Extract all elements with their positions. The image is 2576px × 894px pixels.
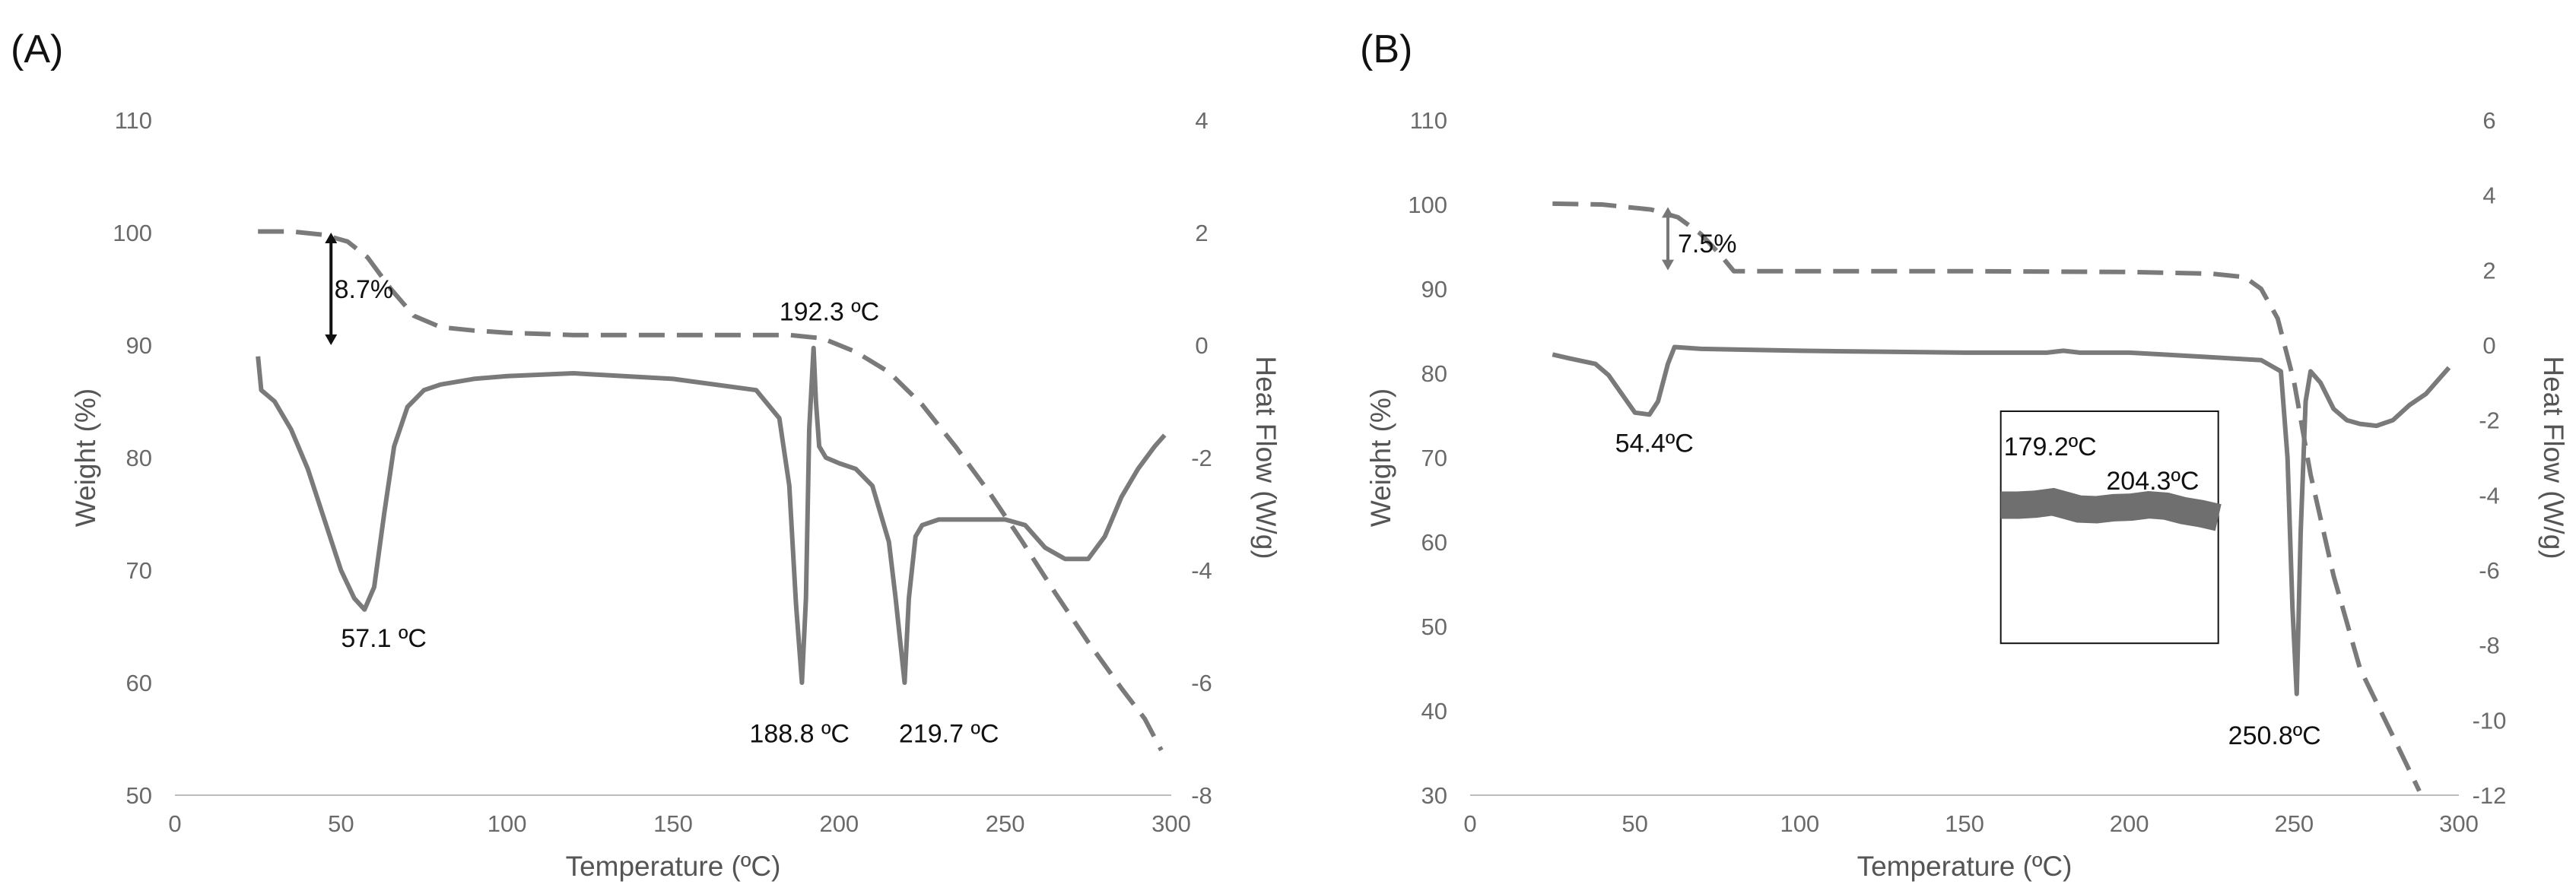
inset-curve <box>2000 487 2222 531</box>
y-right-tick-label-a: 2 <box>1195 220 1208 246</box>
y-left-tick-label-a: 100 <box>113 220 152 246</box>
arrow-head-up-b <box>1662 207 1674 218</box>
y-left-tick-label-b: 110 <box>1410 107 1447 134</box>
inset-box <box>1999 410 2219 645</box>
y-right-tick-label-a: 0 <box>1195 332 1208 359</box>
inset-peak-label: 179.2ºC <box>2004 433 2097 461</box>
y-left-tick-label-a: 50 <box>126 782 152 809</box>
y-left-tick-label-a: 90 <box>126 332 152 359</box>
y-left-tick-label-a: 110 <box>115 107 152 134</box>
y-right-axis-title-a: Heat Flow (W/g) <box>1250 356 1282 559</box>
y-right-tick-label-b: -12 <box>2473 782 2507 809</box>
x-tick-label-b: 50 <box>1622 810 1647 837</box>
panel-a-label: (A) <box>11 27 63 71</box>
panel-b-label: (B) <box>1360 27 1412 71</box>
y-left-tick-label-b: 70 <box>1421 445 1447 471</box>
y-left-tick-label-b: 30 <box>1421 782 1447 809</box>
y-right-tick-label-a: -4 <box>1191 557 1212 584</box>
y-left-axis-title-a: Weight (%) <box>70 388 101 527</box>
y-left-tick-label-a: 60 <box>126 670 152 696</box>
y-right-tick-label-b: 0 <box>2482 332 2495 359</box>
inset-peak-label: 204.3ºC <box>2106 467 2199 496</box>
peak-label-a: 219.7 ºC <box>899 720 999 749</box>
y-right-tick-label-b: -10 <box>2473 707 2507 734</box>
chart-b: 0 50 100 150 200 250 30030405060708090100110-1… <box>1365 107 2569 882</box>
y-right-tick-label-b: -4 <box>2479 482 2500 509</box>
x-tick-label-b: 200 <box>2110 810 2149 837</box>
x-axis-title-b: Temperature (ºC) <box>1857 851 2073 882</box>
y-right-tick-label-b: 4 <box>2482 182 2495 209</box>
y-left-tick-label-b: 60 <box>1421 529 1447 556</box>
x-tick-label-b: 100 <box>1780 810 1819 837</box>
y-left-tick-label-b: 50 <box>1421 613 1447 640</box>
x-tick-label-b: 300 <box>2439 810 2479 837</box>
chart-a: 0 50 100 150 200 250 300 50 60 70 80 90 100 110 -8 -6 -4… <box>70 107 1282 882</box>
y-right-tick-label-b: -8 <box>2479 632 2500 659</box>
peak-label-b: 54.4ºC <box>1615 429 1694 458</box>
x-tick-label-a: 50 <box>328 810 354 837</box>
heat-flow-curve-a <box>256 345 1167 685</box>
y-left-tick-label-b: 80 <box>1421 360 1447 387</box>
x-tick-label-a: 0 <box>168 810 181 837</box>
heat-flow-curve-b <box>1552 344 2451 696</box>
y-right-tick-label-a: -8 <box>1191 782 1212 809</box>
arrow-head-down-b <box>1662 259 1674 271</box>
y-right-tick-label-b: -6 <box>2479 557 2500 584</box>
y-left-tick-label-b: 90 <box>1421 276 1447 303</box>
peak-label-a: 192.3 ºC <box>780 298 880 327</box>
arrow-head-down-a <box>325 334 338 345</box>
x-tick-label-b: 0 <box>1463 810 1476 837</box>
y-right-tick-label-b: -2 <box>2479 407 2500 434</box>
x-tick-label-a: 250 <box>986 810 1025 837</box>
y-left-tick-label-b: 40 <box>1421 698 1447 724</box>
y-left-tick-label-a: 80 <box>126 445 152 471</box>
y-right-tick-label-a: 4 <box>1195 107 1208 134</box>
y-left-tick-label-a: 70 <box>126 557 152 584</box>
peak-label-b: 250.8ºC <box>2228 721 2321 750</box>
mass-loss-label-a: 8.7% <box>335 275 393 304</box>
y-left-tick-label-b: 100 <box>1408 192 1447 218</box>
weight-curve-a <box>258 229 1164 752</box>
y-right-tick-label-a: -6 <box>1191 670 1212 696</box>
weight-curve-b <box>1552 201 2422 792</box>
peak-label-a: 57.1 ºC <box>341 624 427 653</box>
y-left-axis-title-b: Weight (%) <box>1365 388 1396 527</box>
x-tick-label-b: 150 <box>1945 810 1984 837</box>
y-right-tick-label-b: 6 <box>2482 107 2495 134</box>
mass-loss-label-b: 7.5% <box>1678 230 1737 258</box>
x-tick-label-a: 150 <box>653 810 693 837</box>
x-tick-label-a: 100 <box>488 810 527 837</box>
x-tick-label-b: 250 <box>2274 810 2314 837</box>
y-right-tick-label-a: -2 <box>1191 445 1212 471</box>
x-axis-title-a: Temperature (ºC) <box>566 851 781 882</box>
y-right-tick-label-b: 2 <box>2482 257 2495 284</box>
y-right-axis-title-b: Heat Flow (W/g) <box>2538 356 2569 559</box>
peak-label-a: 188.8 ºC <box>749 720 850 749</box>
x-tick-label-a: 300 <box>1151 810 1191 837</box>
arrow-head-up-a <box>325 233 338 243</box>
x-tick-label-a: 200 <box>819 810 859 837</box>
